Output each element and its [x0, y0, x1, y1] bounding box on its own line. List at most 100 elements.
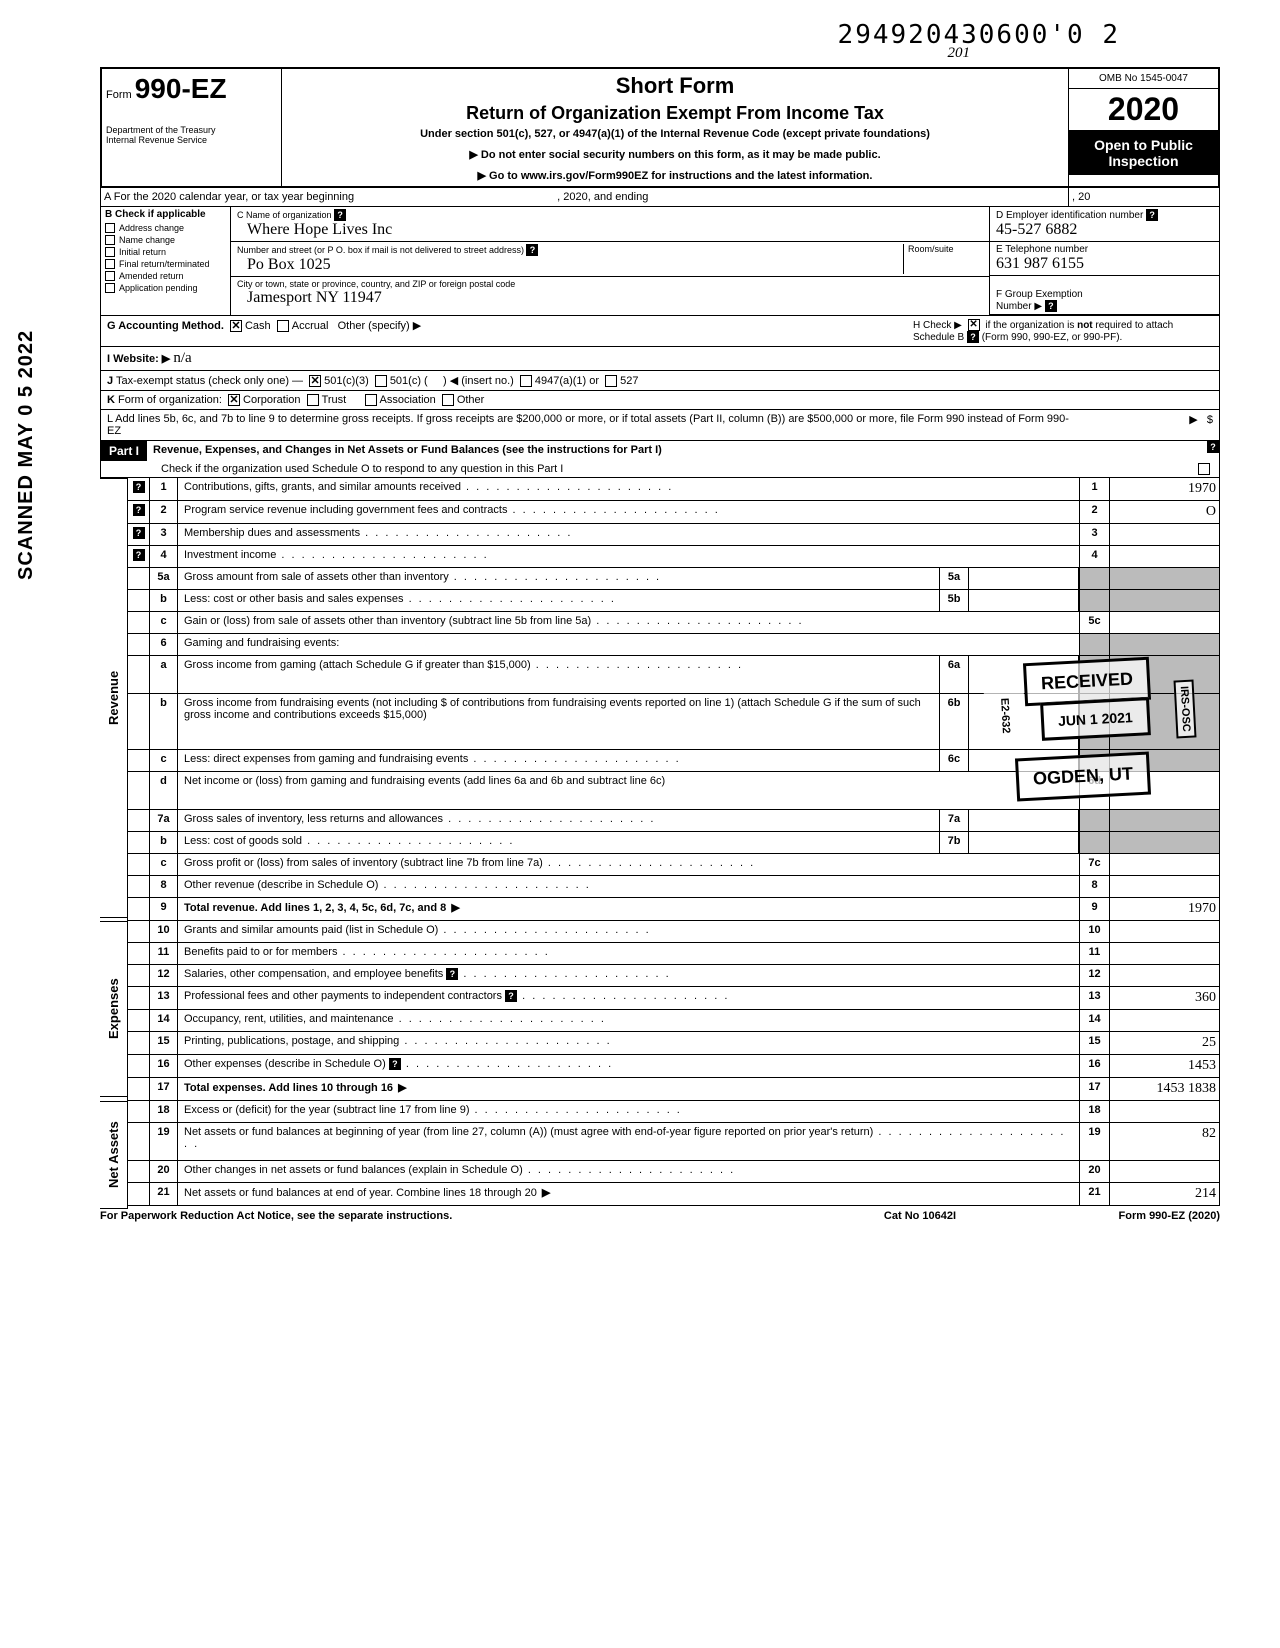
help-icon[interactable]: ?: [526, 244, 538, 256]
org-name-label: C Name of organization: [237, 210, 332, 220]
line-desc: Less: cost or other basis and sales expe…: [178, 590, 939, 611]
line-value: [1109, 876, 1219, 897]
line-desc: Net assets or fund balances at end of ye…: [178, 1183, 1079, 1205]
line-desc: Gross income from gaming (attach Schedul…: [178, 656, 939, 693]
line-desc: Other changes in net assets or fund bala…: [178, 1161, 1079, 1182]
checkbox-amended[interactable]: [105, 271, 115, 281]
other-checkbox[interactable]: [442, 394, 454, 406]
line-desc: Grants and similar amounts paid (list in…: [178, 921, 1079, 942]
line-desc: Gross amount from sale of assets other t…: [178, 568, 939, 589]
part1-header-row: Part I Revenue, Expenses, and Changes in…: [100, 441, 1220, 478]
expenses-side-label: Expenses: [100, 921, 128, 1097]
line-desc: Less: cost of goods sold: [178, 832, 939, 853]
line-midnum: 5b: [939, 590, 969, 611]
line-num: 10: [150, 921, 178, 942]
help-icon[interactable]: ?: [334, 209, 346, 221]
row-a-mid: , 2020, and ending: [557, 191, 648, 203]
help-icon[interactable]: ?: [1146, 209, 1158, 221]
line-endnum: 10: [1079, 921, 1109, 942]
checkbox-pending[interactable]: [105, 283, 115, 293]
assoc-checkbox[interactable]: [365, 394, 377, 406]
footer-center: Cat No 10642I: [820, 1210, 1020, 1222]
line-value: 214: [1109, 1183, 1219, 1205]
line-endnum: 16: [1079, 1055, 1109, 1077]
cash-label: Cash: [245, 320, 271, 332]
line-midnum: 5a: [939, 568, 969, 589]
trust-checkbox[interactable]: [307, 394, 319, 406]
phone-label: E Telephone number: [996, 244, 1088, 255]
line-value: 360: [1109, 987, 1219, 1009]
line-endnum: 17: [1079, 1078, 1109, 1100]
short-form-title: Short Form: [292, 73, 1058, 99]
footer-left: For Paperwork Reduction Act Notice, see …: [100, 1210, 820, 1222]
help-icon[interactable]: ?: [446, 968, 458, 980]
row-i: I Website: ▶ n/a: [100, 347, 1220, 371]
line-value: 1453 1838: [1109, 1078, 1219, 1100]
line-endnum: 21: [1079, 1183, 1109, 1205]
line-num: 7a: [150, 810, 178, 831]
line-value: [1109, 943, 1219, 964]
help-icon[interactable]: ?: [505, 990, 517, 1002]
line-value: [1109, 1161, 1219, 1182]
line-num: 18: [150, 1101, 178, 1122]
line-num: 8: [150, 876, 178, 897]
line-endnum: 18: [1079, 1101, 1109, 1122]
help-icon[interactable]: ?: [389, 1058, 401, 1070]
h-checkbox[interactable]: [968, 319, 980, 331]
501c-checkbox[interactable]: [375, 375, 387, 387]
checkbox-final[interactable]: [105, 259, 115, 269]
line-endnum: 14: [1079, 1010, 1109, 1031]
line-desc: Salaries, other compensation, and employ…: [178, 965, 1079, 986]
line-value: 1970: [1109, 478, 1219, 500]
accrual-checkbox[interactable]: [277, 320, 289, 332]
ein-label: D Employer identification number: [996, 210, 1143, 221]
help-icon[interactable]: ?: [133, 504, 145, 516]
line-desc: Gaming and fundraising events:: [178, 634, 1079, 655]
part1-check-text: Check if the organization used Schedule …: [161, 463, 563, 475]
part1-check-box[interactable]: [1198, 463, 1210, 475]
group-label: F Group Exemption Number ▶: [996, 289, 1083, 312]
line-num: 21: [150, 1183, 178, 1205]
line-value: [1109, 921, 1219, 942]
line-num: 19: [150, 1123, 178, 1160]
form-title: Return of Organization Exempt From Incom…: [292, 103, 1058, 124]
line-num: 5a: [150, 568, 178, 589]
phone: 631 987 6155: [996, 255, 1213, 273]
netassets-section: Net Assets 18Excess or (deficit) for the…: [100, 1101, 1220, 1206]
line-num: b: [150, 590, 178, 611]
row-l-text: L Add lines 5b, 6c, and 7b to line 9 to …: [107, 413, 1073, 437]
line-value: [1109, 524, 1219, 545]
line-endnum: 8: [1079, 876, 1109, 897]
line-desc: Net assets or fund balances at beginning…: [178, 1123, 1079, 1160]
row-g-h: G Accounting Method. Cash Accrual Other …: [100, 316, 1220, 347]
checkbox-initial[interactable]: [105, 247, 115, 257]
cb-label: Address change: [119, 223, 184, 233]
line-value: [1109, 1010, 1219, 1031]
cb-label: Final return/terminated: [119, 259, 210, 269]
4947-checkbox[interactable]: [520, 375, 532, 387]
line-num: 11: [150, 943, 178, 964]
line-num: 9: [150, 898, 178, 920]
line-num: 12: [150, 965, 178, 986]
line-midnum: 6a: [939, 656, 969, 693]
help-icon[interactable]: ?: [1045, 300, 1057, 312]
checkbox-address[interactable]: [105, 223, 115, 233]
omb-number: OMB No 1545-0047: [1069, 69, 1218, 89]
line-endnum: 1: [1079, 478, 1109, 500]
501c3-checkbox[interactable]: [309, 375, 321, 387]
line-value: 1970: [1109, 898, 1219, 920]
checkbox-name[interactable]: [105, 235, 115, 245]
line-endnum: 20: [1079, 1161, 1109, 1182]
help-icon[interactable]: ?: [133, 527, 145, 539]
room-label: Room/suite: [908, 244, 983, 254]
help-icon[interactable]: ?: [133, 549, 145, 561]
line-desc: Investment income: [178, 546, 1079, 567]
cash-checkbox[interactable]: [230, 320, 242, 332]
corp-checkbox[interactable]: [228, 394, 240, 406]
help-icon[interactable]: ?: [133, 481, 145, 493]
help-icon[interactable]: ?: [1207, 441, 1219, 453]
e2-stamp: E2-632: [984, 689, 1027, 743]
other-label: Other (specify) ▶: [338, 320, 422, 332]
cb-label: Amended return: [119, 271, 184, 281]
527-checkbox[interactable]: [605, 375, 617, 387]
